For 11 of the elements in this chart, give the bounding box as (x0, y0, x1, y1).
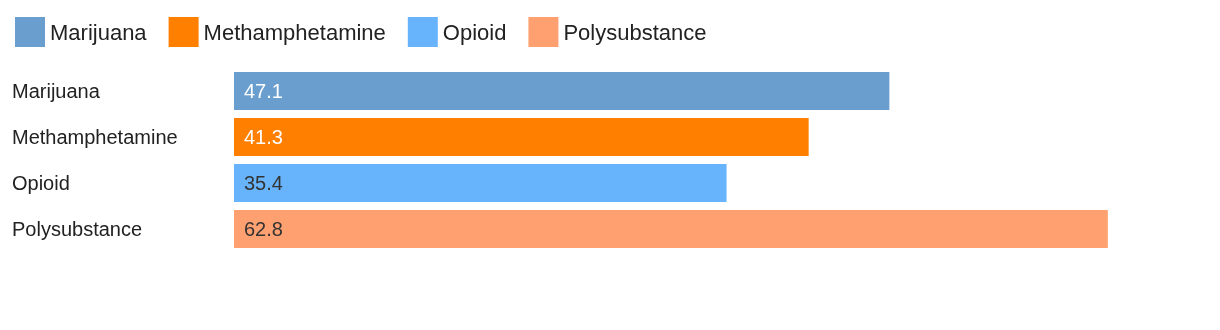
data-label: 35.4 (244, 172, 283, 194)
data-label: 47.1 (244, 80, 283, 102)
y-tick-label: Polysubstance (12, 218, 143, 240)
legend-label: Polysubstance (563, 19, 707, 45)
y-tick-label: Methamphetamine (12, 126, 178, 148)
data-label: 41.3 (244, 126, 283, 148)
data-label: 62.8 (244, 218, 283, 240)
legend-label: Methamphetamine (203, 19, 386, 45)
y-tick-label: Opioid (12, 172, 70, 194)
y-tick-label: Marijuana (12, 80, 101, 102)
legend-label: Opioid (442, 19, 507, 45)
